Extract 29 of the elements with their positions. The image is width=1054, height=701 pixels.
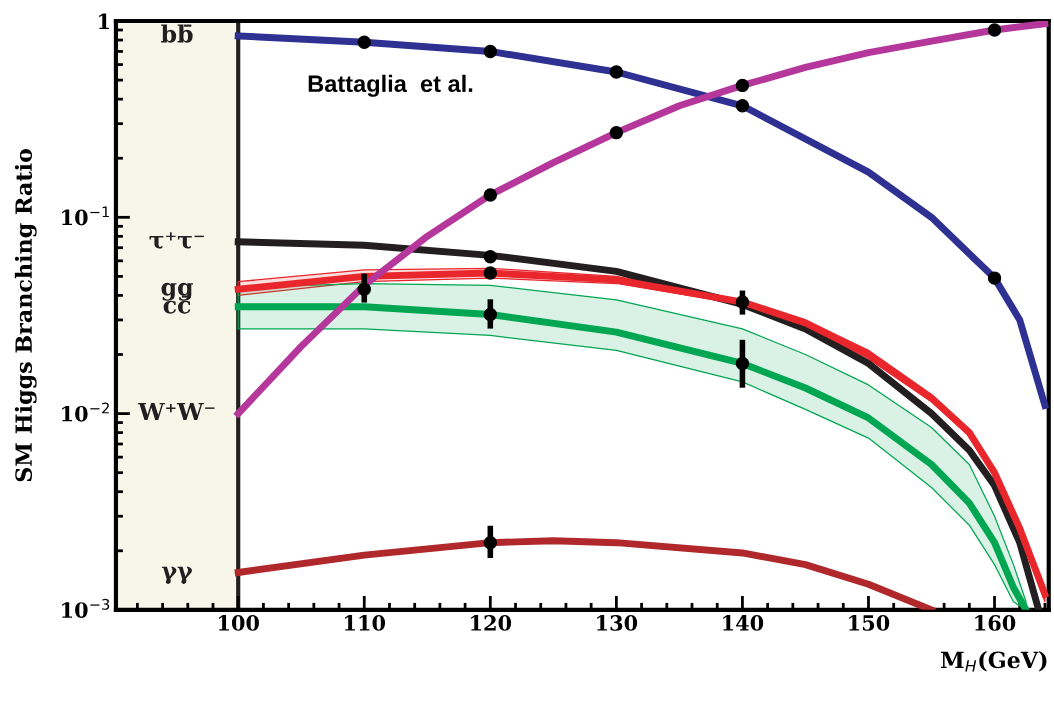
annotation: Battaglia et al. xyxy=(308,74,473,97)
point xyxy=(987,23,1002,37)
point xyxy=(483,249,498,264)
y-tick-label: 10$^{−2}$ xyxy=(62,402,109,422)
x-tick-label: 130 xyxy=(597,615,638,631)
x-tick-label: 120 xyxy=(471,615,512,631)
point xyxy=(483,44,498,59)
series-label: bb̄ xyxy=(161,24,193,43)
point xyxy=(609,125,624,140)
point xyxy=(609,65,624,79)
y-tick-label: 1 xyxy=(99,13,110,29)
series-label: τ⁺τ⁻ xyxy=(149,232,204,249)
x-tick-label: 150 xyxy=(849,615,890,631)
x-tick-label: 110 xyxy=(345,615,386,631)
point xyxy=(483,188,498,202)
point xyxy=(735,99,750,113)
y-tick-label: 10$^{−3}$ xyxy=(62,598,110,618)
y-tick-label: 10$^{−1}$ xyxy=(62,206,109,226)
point xyxy=(483,266,498,280)
series-label: γγ xyxy=(162,566,192,584)
x-axis-title: M$_{H}$(GeV) xyxy=(941,651,1047,672)
point xyxy=(357,35,371,49)
x-tick-label: 100 xyxy=(219,615,259,631)
x-tick-label: 160 xyxy=(975,615,1016,631)
point xyxy=(987,271,1002,285)
y-axis-title: SM Higgs Branching Ratio xyxy=(14,149,37,482)
point xyxy=(735,78,750,93)
series-label: W⁺W⁻ xyxy=(137,402,215,421)
x-tick-label: 140 xyxy=(723,615,764,631)
